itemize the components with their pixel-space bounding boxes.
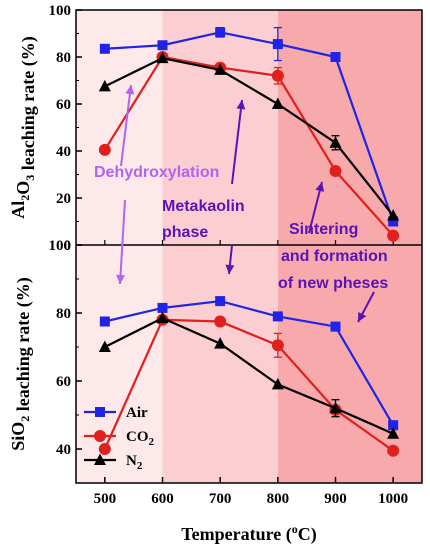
data-point-bottom-co2 bbox=[387, 444, 400, 457]
series-line-top-air bbox=[104, 31, 395, 222]
data-point-bottom-n2 bbox=[329, 401, 342, 414]
x-tick-label: 900 bbox=[324, 491, 347, 507]
x-tick-label: 600 bbox=[151, 491, 174, 507]
data-point-bottom-n2 bbox=[214, 337, 227, 349]
y-tick-label: 40 bbox=[56, 144, 71, 160]
data-point-top-n2 bbox=[329, 136, 342, 148]
legend-marker bbox=[94, 430, 106, 442]
legend-marker bbox=[95, 407, 105, 417]
data-point-top-air bbox=[330, 52, 341, 62]
data-point-bottom-air bbox=[157, 302, 168, 313]
y-tick-label: 100 bbox=[49, 3, 72, 19]
y-axis-label: SiO2 leaching rate (%) bbox=[8, 277, 34, 450]
temperature-region-1 bbox=[76, 10, 163, 483]
plot-frame bbox=[75, 9, 423, 484]
series-line-bottom-air bbox=[104, 299, 395, 426]
data-point-bottom-co2 bbox=[271, 339, 284, 352]
sintering-arrow-up bbox=[308, 181, 325, 234]
data-point-bottom-n2 bbox=[98, 340, 111, 352]
y-axis-label-bottom: SiO2 leaching rate (%) bbox=[8, 277, 34, 450]
annotation-label: Metakaolin bbox=[162, 198, 245, 215]
data-point-bottom-air bbox=[215, 296, 226, 307]
annotation-label: phase bbox=[162, 224, 208, 241]
dehydroxylation-arrow-down bbox=[116, 199, 126, 285]
data-point-top-n2 bbox=[98, 79, 111, 92]
metakaolin-arrow-down bbox=[225, 244, 235, 275]
data-point-top-co2 bbox=[271, 69, 284, 82]
data-point-bottom-air bbox=[272, 311, 283, 322]
sintering-arrow-down bbox=[357, 291, 375, 323]
temperature-region-3 bbox=[277, 10, 422, 483]
legend-label: Air bbox=[126, 405, 148, 421]
metakaolin-arrow-up bbox=[231, 99, 246, 185]
data-point-bottom-co2 bbox=[98, 443, 111, 455]
data-point-bottom-co2 bbox=[214, 315, 227, 328]
y-tick-label: 80 bbox=[56, 50, 71, 66]
y-tick-label: 40 bbox=[56, 442, 71, 458]
data-point-bottom-n2 bbox=[156, 311, 169, 324]
data-point-top-n2 bbox=[156, 51, 169, 64]
data-point-bottom-air bbox=[388, 420, 399, 431]
x-tick-label: 500 bbox=[94, 491, 117, 507]
arrow-head bbox=[358, 311, 367, 322]
x-tick-label: 1000 bbox=[378, 491, 408, 507]
arrow-head bbox=[225, 264, 235, 274]
arrow-head bbox=[236, 100, 246, 110]
annotation-label: Dehydroxylation bbox=[94, 164, 219, 181]
arrow-shaft bbox=[231, 99, 243, 185]
y-tick-label: 20 bbox=[56, 191, 71, 207]
data-point-top-air bbox=[388, 216, 399, 227]
data-point-top-co2 bbox=[98, 143, 111, 156]
data-point-top-air bbox=[157, 40, 168, 51]
arrow-shaft bbox=[119, 199, 126, 285]
legend-label: CO2 bbox=[126, 429, 155, 448]
data-point-top-air bbox=[215, 27, 226, 38]
legend-marker bbox=[94, 453, 106, 465]
x-axis-label: Temperature (oC) bbox=[181, 522, 316, 545]
y-tick-label: 100 bbox=[49, 238, 72, 254]
arrow-head bbox=[125, 85, 135, 95]
data-point-top-n2 bbox=[271, 97, 284, 109]
data-point-top-co2 bbox=[387, 229, 400, 242]
y-tick-label: 0 bbox=[64, 238, 72, 254]
y-tick-label: 80 bbox=[56, 306, 71, 322]
y-axis-label-top: Al2O3 leaching rate (%) bbox=[8, 36, 39, 218]
temperature-region-2 bbox=[162, 10, 278, 483]
y-tick-label: 60 bbox=[56, 97, 71, 113]
series-line-bottom-co2 bbox=[103, 318, 394, 452]
x-tick-label: 800 bbox=[267, 491, 290, 507]
data-point-bottom-air bbox=[330, 321, 341, 332]
data-point-bottom-n2 bbox=[387, 427, 400, 439]
arrow-head bbox=[116, 274, 126, 284]
data-point-bottom-air bbox=[99, 316, 110, 327]
x-tick-label: 700 bbox=[209, 491, 232, 507]
data-point-top-n2 bbox=[214, 63, 227, 75]
series-line-bottom-n2 bbox=[104, 316, 394, 435]
arrow-head bbox=[315, 182, 325, 192]
y-tick-label: 60 bbox=[56, 374, 71, 390]
series-line-top-co2 bbox=[103, 55, 394, 237]
arrow-shaft bbox=[120, 84, 132, 167]
data-point-top-co2 bbox=[329, 164, 342, 177]
data-point-bottom-n2 bbox=[271, 377, 284, 390]
annotation-label: of new pheses bbox=[278, 275, 388, 292]
annotation-label: and formation bbox=[281, 248, 388, 265]
annotation-label: Sintering bbox=[289, 221, 358, 238]
data-point-top-air bbox=[272, 39, 283, 50]
y-axis-label: Al2O3 leaching rate (%) bbox=[8, 36, 39, 218]
data-point-top-air bbox=[99, 43, 110, 54]
series-line-top-n2 bbox=[104, 57, 395, 217]
data-point-top-n2 bbox=[387, 209, 400, 221]
dehydroxylation-arrow-up bbox=[120, 84, 135, 167]
